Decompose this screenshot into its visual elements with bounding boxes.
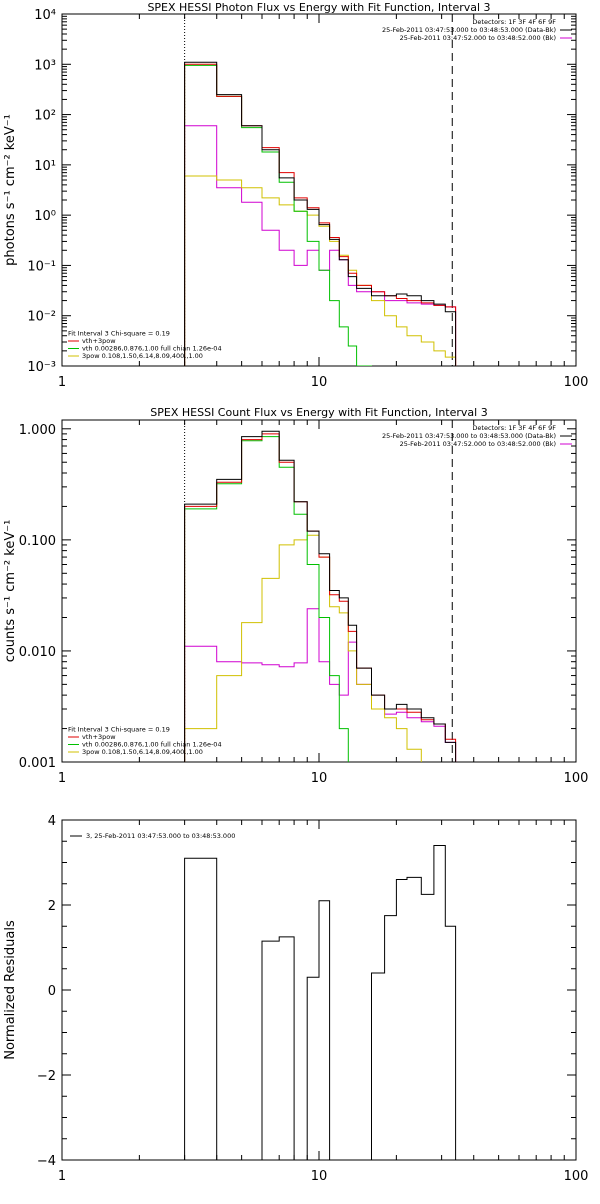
- chart0-y-tick-label: 10⁻³: [27, 360, 56, 375]
- chart0-series-3-line: [184, 175, 457, 366]
- chart0-y-tick-label: 10⁴: [34, 8, 56, 23]
- chart2-x-tick-label: 10: [311, 1169, 328, 1184]
- chart2-x-tick-label: 100: [564, 1169, 589, 1184]
- chart0-group: SPEX HESSI Photon Flux vs Energy with Fi…: [3, 1, 589, 390]
- chart0-y-axis-label: photons s⁻¹ cm⁻² keV⁻¹: [3, 114, 18, 266]
- chart1-y-tick-label: 0.001: [19, 756, 56, 771]
- chart1-series-3-line: [184, 534, 422, 762]
- chart2-y-axis-label: Normalized Residuals: [3, 920, 18, 1060]
- chart0-header-text: 25-Feb-2011 03:47:52.000 to 03:48:52.000…: [400, 34, 556, 42]
- chart0-y-tick-label: 10⁻²: [27, 310, 56, 325]
- chart1-x-tick-label: 100: [564, 771, 589, 786]
- chart2-legend-entry: 3, 25-Feb-2011 03:47:53.000 to 03:48:53.…: [86, 832, 235, 840]
- chart0-x-tick-label: 1: [58, 375, 66, 390]
- chart1-y-tick-label: 0.100: [19, 534, 56, 549]
- chart0-legend-entry: vth+3pow: [82, 337, 116, 345]
- chart1-series-2-line: [184, 436, 349, 762]
- chart2-frame: [61, 819, 577, 1161]
- chart1-y-axis-label: counts s⁻¹ cm⁻² keV⁻¹: [3, 520, 18, 663]
- chart1-legend-heading: Fit Interval 3 Chi-square = 0.19: [68, 726, 170, 734]
- chart1-x-tick-label: 10: [311, 771, 328, 786]
- chart2-group: 1 10 100 −4 −2 0 2 4 Normalized Residuals 3, 25-F…: [3, 814, 589, 1184]
- chart1-group: SPEX HESSI Count Flux vs Energy with Fit…: [3, 406, 589, 786]
- chart0-legend-heading: Fit Interval 3 Chi-square = 0.19: [68, 330, 170, 338]
- chart0-y-tick-label: 10⁻¹: [27, 259, 56, 274]
- chart0-series-1-line: [184, 63, 457, 366]
- chart1-legend-entry: vth+3pow: [82, 733, 116, 741]
- chart0-title: SPEX HESSI Photon Flux vs Energy with Fi…: [147, 1, 490, 14]
- chart2-y-tick-label: −4: [37, 1154, 56, 1169]
- chart2-series-0-line: [184, 845, 457, 1160]
- chart0-y-tick-label: 10³: [34, 58, 56, 73]
- chart1-header-text: Detectors: 1F 3F 4F 6F 9F: [472, 424, 556, 432]
- chart2-x-tick-label: 1: [58, 1169, 66, 1184]
- chart0-y-tick-label: 10²: [34, 109, 56, 124]
- chart0-series-0-line: [184, 61, 457, 366]
- chart1-y-tick-label: 0.010: [19, 645, 56, 660]
- chart0-series-2-line: [184, 64, 372, 366]
- chart1-y-tick-label: 1.000: [19, 423, 56, 438]
- chart0-legend-entry: vth 0.00286,0.876,1.00 full chian 1.26e-…: [82, 345, 222, 353]
- chart0-y-tick-label: 10¹: [34, 159, 56, 174]
- chart1-header-text: 25-Feb-2011 03:47:52.000 to 03:48:52.000…: [400, 440, 556, 448]
- chart0-frame: [61, 13, 577, 367]
- chart1-title: SPEX HESSI Count Flux vs Energy with Fit…: [150, 406, 487, 419]
- chart1-series-0-line: [184, 430, 457, 762]
- chart2-y-tick-label: 0: [48, 984, 56, 999]
- chart2-y-tick-label: −2: [37, 1069, 56, 1084]
- chart0-header-text: 25-Feb-2011 03:47:53.000 to 03:48:53.000…: [382, 26, 556, 34]
- chart0-y-tick-label: 10⁰: [34, 209, 56, 224]
- chart1-legend-entry: 3pow 0.108,1.50,6.14,8.09,400.,1.00: [82, 748, 203, 756]
- chart0-x-tick-label: 10: [311, 375, 328, 390]
- chart2-y-tick-label: 2: [48, 899, 56, 914]
- chart1-x-tick-label: 1: [58, 771, 66, 786]
- chart0-x-tick-label: 100: [564, 375, 589, 390]
- chart1-header-text: 25-Feb-2011 03:47:53.000 to 03:48:53.000…: [382, 432, 556, 440]
- chart0-header-text: Detectors: 1F 3F 4F 6F 9F: [472, 18, 556, 26]
- chart2-y-tick-label: 4: [48, 814, 56, 829]
- chart0-legend-entry: 3pow 0.108,1.50,6.14,8.09,400.,1.00: [82, 352, 203, 360]
- chart0-series-4-line: [184, 125, 457, 366]
- chart1-legend-entry: vth 0.00286,0.876,1.00 full chian 1.26e-…: [82, 741, 222, 749]
